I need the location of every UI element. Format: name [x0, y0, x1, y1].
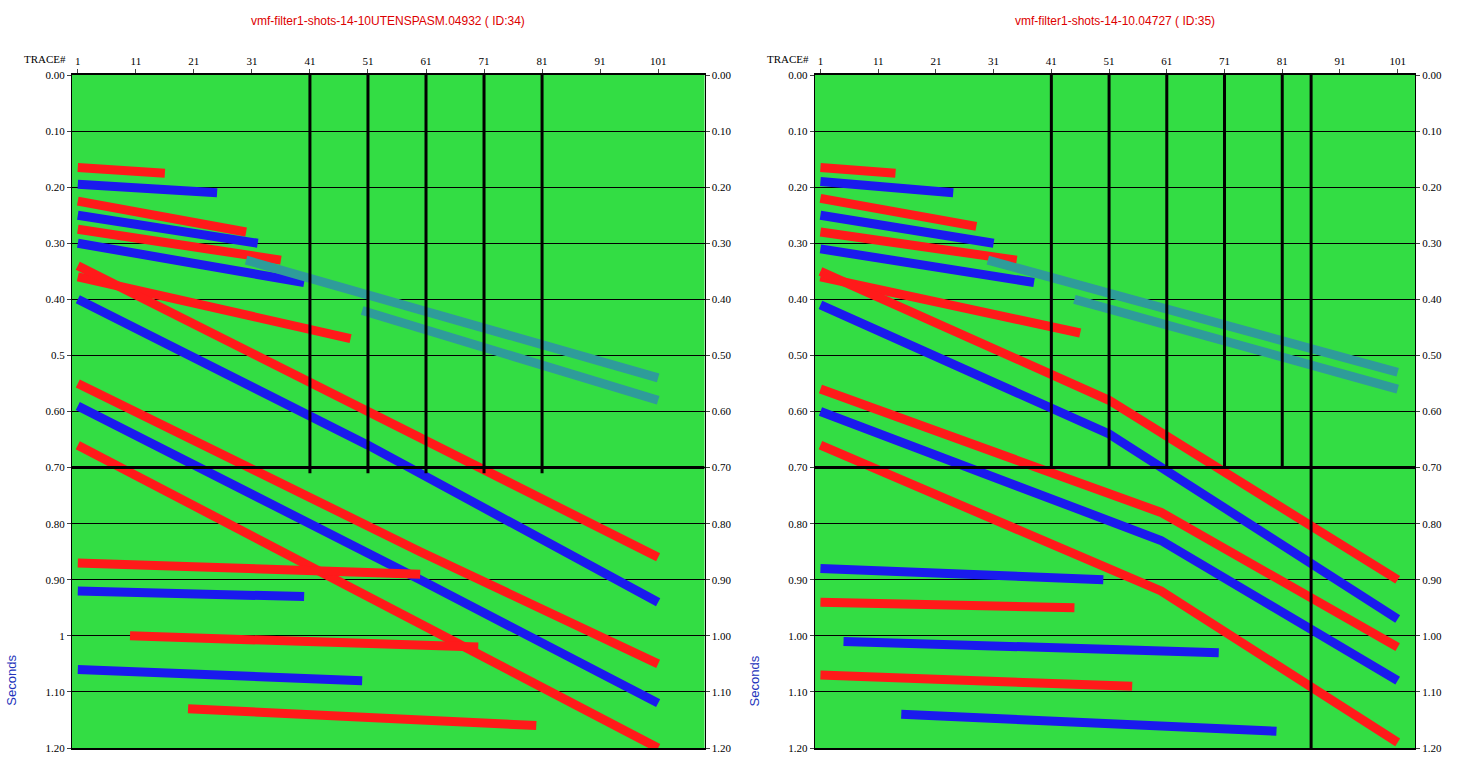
svg-text:0.10: 0.10	[46, 125, 66, 137]
svg-text:0.10: 0.10	[788, 125, 808, 137]
svg-text:TRACE#: TRACE#	[767, 53, 809, 65]
svg-text:0.60: 0.60	[788, 405, 808, 417]
svg-text:vmf-filter1-shots-14-10.04727: vmf-filter1-shots-14-10.04727 ( ID:35)	[1015, 14, 1215, 28]
svg-text:0.20: 0.20	[1422, 181, 1442, 193]
svg-text:1: 1	[59, 630, 65, 642]
svg-text:0.30: 0.30	[46, 237, 66, 249]
svg-text:Seconds: Seconds	[747, 655, 762, 706]
svg-text:0.40: 0.40	[788, 293, 808, 305]
svg-text:0.30: 0.30	[712, 237, 732, 249]
svg-text:0.50: 0.50	[788, 349, 808, 361]
svg-text:1.10: 1.10	[788, 686, 808, 698]
svg-text:0.60: 0.60	[46, 405, 66, 417]
svg-text:0.80: 0.80	[1422, 518, 1442, 530]
svg-text:71: 71	[479, 55, 490, 67]
svg-text:0.00: 0.00	[1422, 69, 1442, 81]
svg-text:81: 81	[537, 55, 548, 67]
svg-text:101: 101	[1389, 55, 1406, 67]
svg-text:0.50: 0.50	[1422, 349, 1442, 361]
svg-text:71: 71	[1219, 55, 1230, 67]
svg-text:0.40: 0.40	[712, 293, 732, 305]
svg-text:0.60: 0.60	[712, 405, 732, 417]
svg-text:61: 61	[1161, 55, 1172, 67]
svg-text:0.70: 0.70	[46, 461, 66, 473]
svg-text:Seconds: Seconds	[4, 655, 19, 706]
svg-text:0.00: 0.00	[712, 69, 732, 81]
svg-text:31: 31	[988, 55, 999, 67]
svg-text:91: 91	[1334, 55, 1345, 67]
svg-text:21: 21	[930, 55, 941, 67]
svg-text:0.50: 0.50	[712, 349, 732, 361]
svg-text:0.60: 0.60	[1422, 405, 1442, 417]
svg-text:1.20: 1.20	[46, 742, 66, 754]
svg-text:0.80: 0.80	[46, 518, 66, 530]
svg-text:0.5: 0.5	[51, 349, 65, 361]
svg-text:0.70: 0.70	[788, 461, 808, 473]
svg-text:1.10: 1.10	[46, 686, 66, 698]
svg-text:0.20: 0.20	[712, 181, 732, 193]
svg-text:TRACE#: TRACE#	[24, 53, 66, 65]
svg-text:41: 41	[1046, 55, 1057, 67]
svg-text:0.70: 0.70	[712, 461, 732, 473]
svg-text:0.30: 0.30	[1422, 237, 1442, 249]
svg-text:41: 41	[304, 55, 315, 67]
svg-text:1.00: 1.00	[712, 630, 732, 642]
svg-text:1.00: 1.00	[788, 630, 808, 642]
svg-text:61: 61	[421, 55, 432, 67]
svg-text:51: 51	[362, 55, 373, 67]
svg-text:1.10: 1.10	[712, 686, 732, 698]
svg-text:51: 51	[1104, 55, 1115, 67]
svg-text:1.10: 1.10	[1422, 686, 1442, 698]
svg-text:1.20: 1.20	[1422, 742, 1442, 754]
svg-text:0.00: 0.00	[788, 69, 808, 81]
svg-text:1.20: 1.20	[712, 742, 732, 754]
svg-text:1.00: 1.00	[1422, 630, 1442, 642]
svg-text:0.30: 0.30	[788, 237, 808, 249]
svg-text:81: 81	[1277, 55, 1288, 67]
svg-text:0.90: 0.90	[712, 574, 732, 586]
svg-text:31: 31	[246, 55, 257, 67]
svg-text:101: 101	[650, 55, 667, 67]
svg-text:1.20: 1.20	[788, 742, 808, 754]
svg-text:0.80: 0.80	[712, 518, 732, 530]
svg-text:0.40: 0.40	[1422, 293, 1442, 305]
svg-text:11: 11	[131, 55, 142, 67]
svg-text:0.40: 0.40	[46, 293, 66, 305]
svg-text:11: 11	[873, 55, 884, 67]
svg-text:21: 21	[188, 55, 199, 67]
svg-text:1: 1	[818, 55, 824, 67]
svg-text:0.10: 0.10	[712, 125, 732, 137]
svg-text:0.20: 0.20	[46, 181, 66, 193]
svg-text:0.00: 0.00	[46, 69, 66, 81]
svg-text:0.90: 0.90	[1422, 574, 1442, 586]
svg-text:0.80: 0.80	[788, 518, 808, 530]
svg-text:1: 1	[75, 55, 81, 67]
svg-text:0.90: 0.90	[788, 574, 808, 586]
svg-text:0.70: 0.70	[1422, 461, 1442, 473]
svg-text:vmf-filter1-shots-14-10UTENSPA: vmf-filter1-shots-14-10UTENSPASM.04932 (…	[251, 14, 525, 28]
svg-text:91: 91	[595, 55, 606, 67]
svg-text:0.90: 0.90	[46, 574, 66, 586]
svg-text:0.10: 0.10	[1422, 125, 1442, 137]
svg-text:0.20: 0.20	[788, 181, 808, 193]
